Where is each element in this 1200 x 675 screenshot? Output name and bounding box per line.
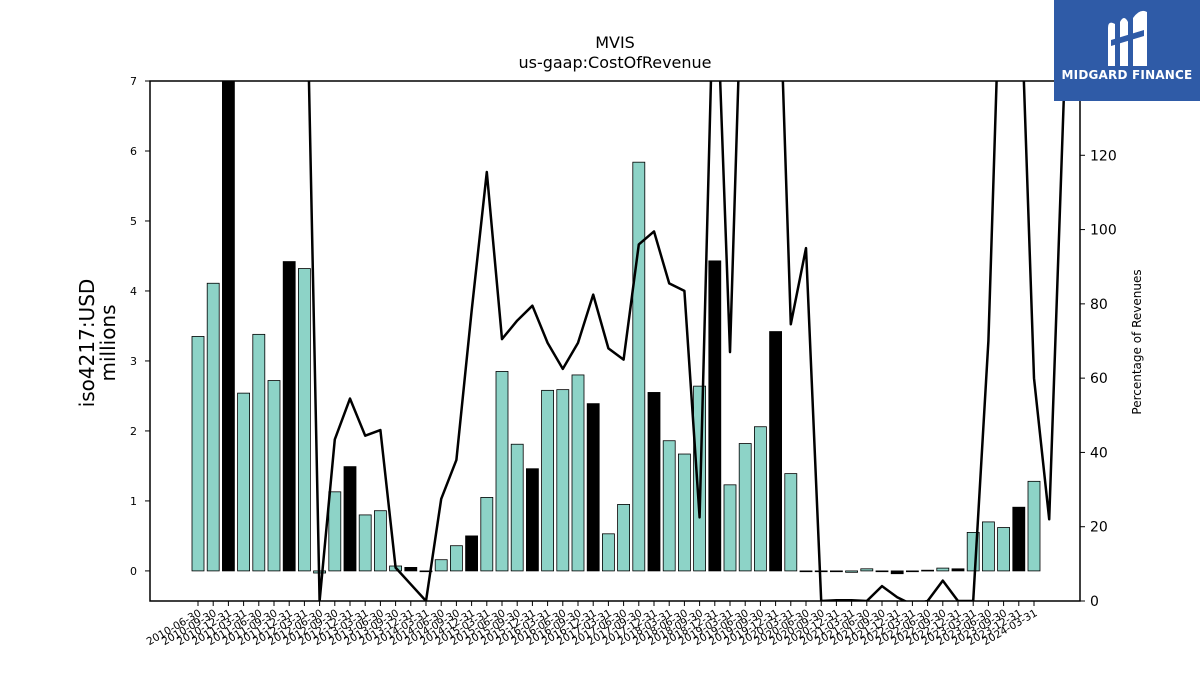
bar-2013-12-31: [404, 567, 418, 572]
bar-2011-03-31: [237, 392, 251, 572]
bar-2020-09-30: [814, 570, 828, 573]
plot-frame: [149, 80, 1081, 602]
bar-2023-09-30: [997, 527, 1010, 572]
y-tick-label: 3: [130, 355, 137, 368]
bar-2022-03-31: [906, 570, 919, 573]
bar-2014-12-31: [465, 535, 479, 572]
bar-2013-06-30: [373, 510, 387, 572]
y-tick-label: 5: [130, 215, 137, 228]
y-tick-label: 4: [130, 285, 137, 298]
y-tick-label: 7: [130, 75, 137, 88]
y2-axis-label: Percentage of Revenues: [1130, 269, 1144, 414]
y2-tick-label: 0: [1090, 594, 1099, 610]
y-tick-label: 6: [130, 145, 137, 158]
bar-2015-12-31: [526, 468, 539, 572]
chart-subtitle: us-gaap:CostOfRevenue: [518, 53, 711, 72]
bar-2018-03-31: [662, 440, 676, 572]
bar-2016-03-31: [541, 389, 554, 572]
bar-2015-09-30: [510, 443, 524, 572]
bar-2013-03-31: [358, 514, 372, 572]
bar-2014-03-31: [419, 570, 433, 573]
bar-2016-09-30: [571, 374, 585, 572]
bar-2017-09-30: [632, 161, 646, 572]
bar-2020-03-31: [784, 473, 798, 572]
bar-2019-03-31: [723, 484, 737, 572]
midgard-logo: MIDGARD FINANCE: [1054, 0, 1200, 101]
bar-2011-09-30: [267, 380, 281, 572]
bar-2015-03-31: [480, 497, 494, 572]
midgard-logo-icon: [1108, 10, 1147, 67]
bar-2014-09-30: [449, 545, 463, 572]
bar-2020-12-31: [830, 570, 843, 573]
y2-tick-label: 40: [1090, 445, 1108, 461]
bar-2015-06-30: [495, 371, 509, 572]
bar-2019-06-30: [738, 443, 752, 572]
bar-2019-12-31: [769, 331, 782, 572]
bar-2012-12-31: [343, 466, 357, 572]
bar-2022-09-30: [936, 567, 950, 572]
y-tick-label: 0: [130, 565, 137, 578]
percentage-line: [307, 81, 1066, 601]
bar-2014-06-30: [434, 559, 448, 572]
bar-2022-12-31: [951, 568, 965, 572]
bar-2017-03-31: [602, 533, 615, 572]
y2-tick-label: 80: [1090, 297, 1108, 313]
bar-2011-12-31: [282, 261, 296, 572]
chart-title: MVIS: [595, 33, 635, 52]
bar-2023-06-30: [982, 521, 995, 572]
bar-2022-06-30: [921, 569, 934, 572]
brand-name: MIDGARD FINANCE: [1061, 68, 1193, 82]
y2-tick-label: 20: [1090, 520, 1108, 536]
bar-2024-03-31: [1027, 480, 1041, 572]
bar-2017-12-31: [647, 392, 661, 572]
bar-2016-06-30: [556, 389, 570, 572]
y-tick-label: 1: [130, 495, 137, 508]
bar-2021-06-30: [860, 568, 874, 572]
bar-2012-09-30: [328, 491, 342, 572]
bar-2010-09-30: [206, 282, 220, 572]
y-axis-label-line2: millions: [96, 304, 120, 381]
bar-2018-12-31: [708, 260, 722, 572]
y2-tick-label: 60: [1090, 371, 1108, 387]
bar-2012-03-31: [297, 268, 311, 572]
bar-2021-03-31: [845, 570, 858, 573]
bar-2016-12-31: [586, 403, 600, 572]
bar-2020-06-30: [799, 570, 813, 573]
bar-2010-06-30: [191, 336, 205, 572]
bar-2023-12-31: [1012, 506, 1026, 572]
y2-tick-label: 100: [1090, 223, 1117, 239]
bar-2011-06-30: [252, 333, 266, 572]
y-axis-label-line1: iso4217:USD: [75, 279, 99, 408]
bar-2021-12-31: [890, 570, 904, 575]
y-tick-label: 2: [130, 425, 137, 438]
bar-2018-06-30: [678, 453, 691, 572]
bar-2019-09-30: [754, 426, 767, 572]
y2-tick-label: 120: [1090, 148, 1117, 164]
bar-2017-06-30: [617, 504, 630, 572]
bar-2021-09-30: [875, 570, 889, 573]
bar-2010-12-31: [221, 81, 235, 572]
